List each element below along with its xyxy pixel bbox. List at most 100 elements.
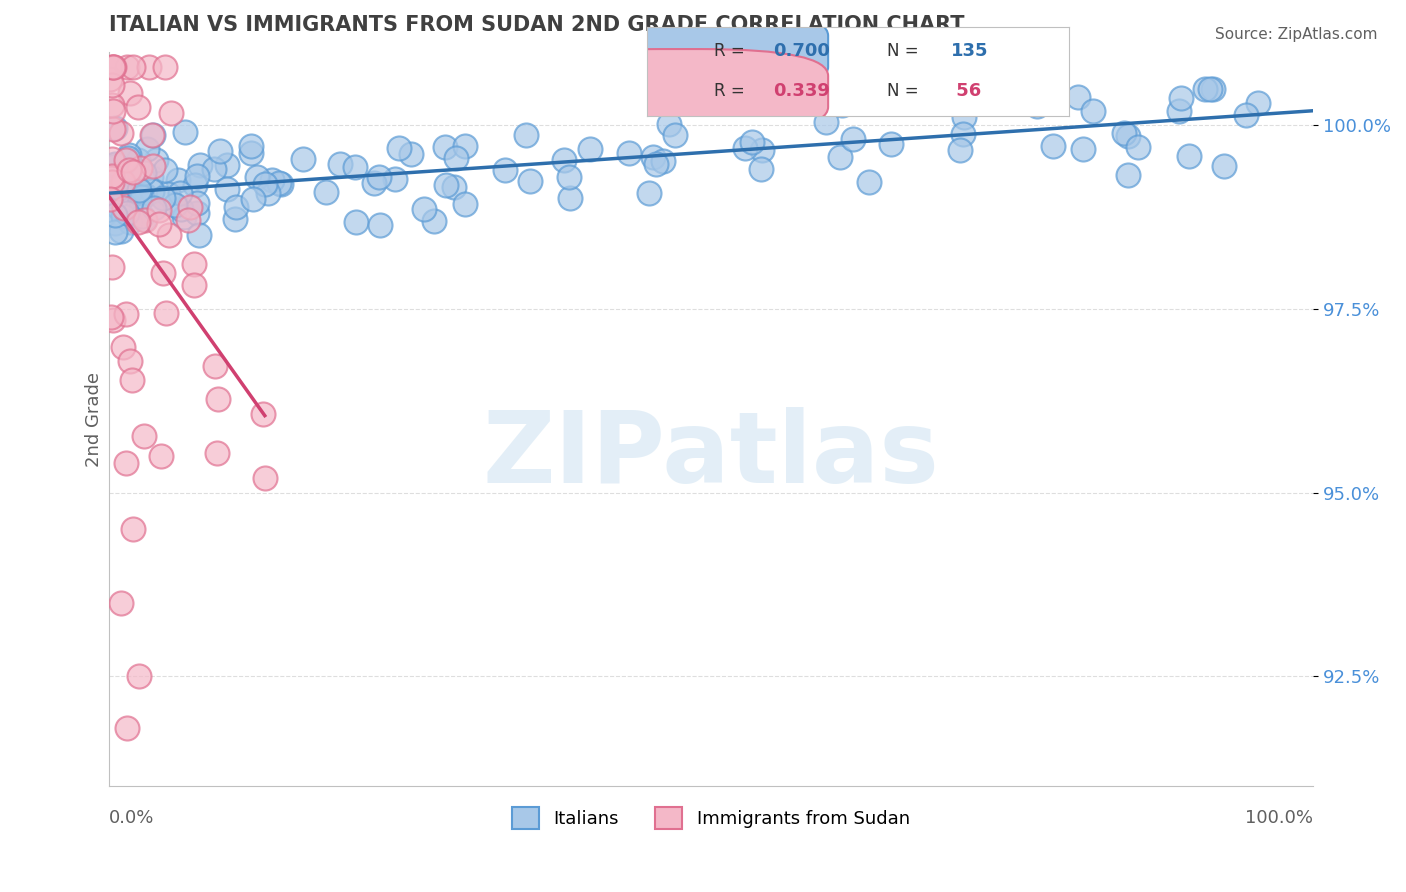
Point bbox=[118, 353, 141, 368]
Point bbox=[1194, 81, 1216, 95]
Point bbox=[152, 266, 174, 280]
Point bbox=[132, 429, 155, 443]
Point bbox=[879, 137, 901, 152]
Point bbox=[110, 224, 132, 238]
Point bbox=[205, 446, 228, 460]
Point bbox=[257, 186, 280, 201]
Point bbox=[118, 215, 141, 229]
Point bbox=[183, 257, 205, 271]
Point bbox=[1042, 138, 1064, 153]
Point bbox=[120, 199, 142, 213]
Point bbox=[117, 151, 139, 165]
Point bbox=[179, 200, 201, 214]
Point bbox=[240, 139, 263, 153]
Point bbox=[422, 214, 444, 228]
Text: 56: 56 bbox=[950, 82, 981, 100]
Point bbox=[734, 141, 756, 155]
Point bbox=[1114, 126, 1136, 140]
Point bbox=[110, 596, 132, 610]
Point bbox=[1178, 149, 1201, 163]
Point bbox=[141, 185, 163, 199]
Point bbox=[204, 359, 226, 373]
Point bbox=[346, 215, 368, 229]
Point bbox=[134, 213, 156, 227]
Point bbox=[114, 199, 136, 213]
Point bbox=[115, 60, 138, 74]
Point bbox=[103, 60, 125, 74]
Point bbox=[207, 392, 229, 406]
Point bbox=[115, 721, 138, 735]
Point bbox=[1126, 140, 1149, 154]
Point bbox=[368, 218, 391, 232]
Point bbox=[141, 170, 163, 185]
Point bbox=[436, 178, 458, 193]
Point bbox=[103, 312, 125, 326]
Point bbox=[149, 450, 172, 464]
Point bbox=[217, 181, 239, 195]
Point bbox=[1213, 159, 1236, 173]
Text: 0.700: 0.700 bbox=[773, 42, 830, 60]
Point bbox=[388, 141, 411, 155]
Point bbox=[115, 457, 138, 471]
Point bbox=[104, 159, 127, 173]
Point bbox=[101, 122, 124, 136]
Point bbox=[169, 202, 191, 216]
Point bbox=[107, 200, 129, 214]
Point bbox=[225, 200, 247, 214]
Point bbox=[163, 198, 186, 212]
Point bbox=[217, 158, 239, 172]
Point bbox=[152, 190, 174, 204]
Point bbox=[454, 138, 477, 153]
Point bbox=[114, 153, 136, 168]
Point bbox=[184, 178, 207, 192]
Point bbox=[831, 98, 853, 112]
Point bbox=[103, 60, 125, 74]
Point bbox=[169, 186, 191, 201]
Point bbox=[1026, 99, 1049, 113]
Point bbox=[111, 340, 134, 354]
Point bbox=[101, 175, 124, 189]
Point bbox=[122, 60, 145, 74]
Point bbox=[105, 169, 128, 184]
Text: R =: R = bbox=[714, 82, 751, 100]
Point bbox=[444, 152, 467, 166]
Point bbox=[1116, 169, 1139, 183]
Point bbox=[494, 162, 516, 177]
Point bbox=[749, 162, 772, 177]
Point bbox=[384, 171, 406, 186]
Point bbox=[101, 260, 124, 274]
Point bbox=[315, 185, 337, 199]
Point bbox=[741, 135, 763, 149]
Point bbox=[519, 174, 541, 188]
Point bbox=[110, 126, 132, 140]
Point bbox=[814, 115, 837, 129]
Point bbox=[156, 186, 179, 201]
Point bbox=[434, 140, 457, 154]
Point bbox=[138, 60, 160, 74]
Point bbox=[173, 210, 195, 224]
Point bbox=[131, 190, 153, 204]
Point bbox=[224, 212, 246, 227]
Text: N =: N = bbox=[887, 42, 924, 60]
Point bbox=[112, 175, 135, 189]
Point bbox=[186, 206, 208, 220]
Point bbox=[104, 225, 127, 239]
Text: 135: 135 bbox=[950, 42, 988, 60]
Point bbox=[105, 190, 128, 204]
Point bbox=[952, 127, 974, 141]
Point bbox=[127, 153, 149, 167]
Point bbox=[104, 207, 127, 221]
Text: 100.0%: 100.0% bbox=[1246, 808, 1313, 827]
Point bbox=[291, 152, 314, 166]
Point bbox=[1118, 128, 1140, 143]
Point bbox=[188, 158, 211, 172]
Point bbox=[183, 278, 205, 293]
Point bbox=[368, 170, 391, 185]
Point bbox=[558, 169, 581, 184]
Point bbox=[127, 215, 149, 229]
Text: R =: R = bbox=[714, 42, 751, 60]
Point bbox=[118, 163, 141, 178]
Point bbox=[98, 72, 121, 87]
Point bbox=[103, 104, 125, 119]
Point bbox=[104, 157, 127, 171]
